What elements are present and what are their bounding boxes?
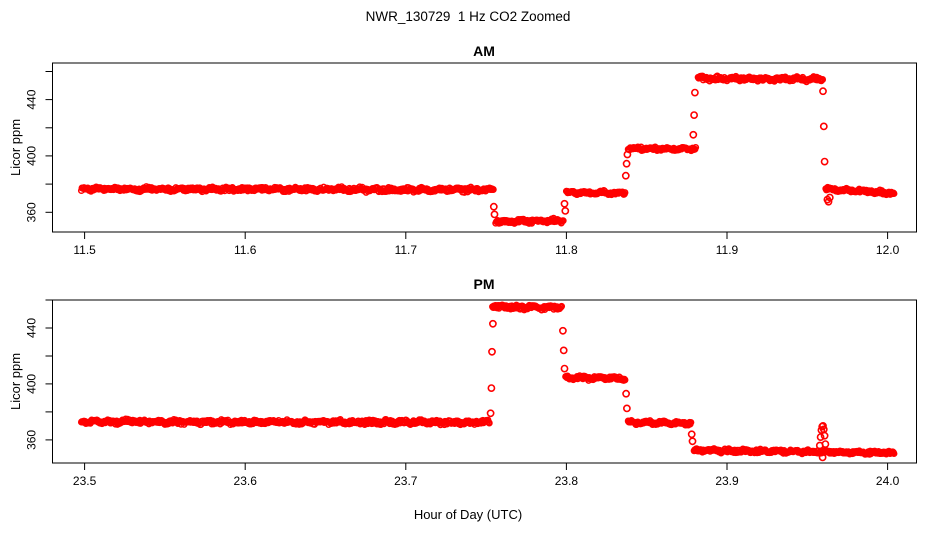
transition-point [559,346,568,355]
series-points [77,301,898,458]
transition-point [820,431,829,440]
transition-points [486,319,830,462]
pm-y-axis-label: Licor ppm [8,353,23,410]
transition-point [559,326,567,335]
transition-point [560,364,569,373]
transition-point [688,437,697,446]
y-tick-label: 360 [25,430,39,450]
x-axis-label: Hour of Day (UTC) [414,507,522,522]
transition-point [819,122,828,131]
am-y-axis-label: Licor ppm [8,119,23,176]
y-tick-label: 440 [25,89,39,109]
transition-point [687,430,696,439]
transition-point [490,210,499,219]
y-tick-label: 400 [25,146,39,166]
transition-point [623,150,632,159]
transition-point [821,440,830,448]
transition-point [486,409,495,418]
transition-point [622,159,631,168]
transition-point [824,197,833,206]
plot-box [52,62,917,233]
transition-points [489,87,834,219]
transition-point [621,171,630,180]
transition-point [689,130,698,139]
transition-point [690,111,698,119]
y-tick-label: 360 [25,202,39,222]
am-panel: 11.5 11.6 11.7 11.8 11.9 12.0 360 400 440 [25,62,917,257]
transition-point [623,404,631,413]
y-tick-label: 440 [25,318,39,338]
x-tick-label: 23.6 [234,474,258,488]
transition-point [487,384,496,392]
pm-panel-title: PM [474,276,495,292]
x-tick-label: 11.8 [555,243,578,257]
transition-point [818,453,827,462]
x-tick-label: 11.5 [73,243,96,257]
plot-box [52,299,917,464]
x-tick-label: 23.5 [73,474,97,488]
transition-point [561,206,570,215]
transition-point [489,202,498,211]
figure-title: NWR_130729 1 Hz CO2 Zoomed [366,9,571,24]
x-tick-label: 23.7 [394,474,418,488]
transition-point [691,88,699,97]
transition-point [622,389,630,398]
x-tick-label: 12.0 [876,243,900,257]
transition-point [488,347,496,356]
transition-point [560,199,569,208]
transition-point [819,87,827,96]
series-points [77,72,898,227]
x-tick-label: 23.8 [555,474,579,488]
transition-point [488,319,497,328]
x-tick-label: 11.9 [716,243,739,257]
x-tick-label: 11.7 [395,243,418,257]
transition-point [816,433,825,441]
pm-panel: 23.5 23.6 23.7 23.8 23.9 24.0 360 400 440 [25,299,917,488]
x-tick-label: 24.0 [876,474,900,488]
transition-point [819,421,827,430]
am-panel-title: AM [473,43,495,59]
x-tick-label: 11.6 [234,243,257,257]
y-tick-label: 400 [25,374,39,394]
x-tick-label: 23.9 [715,474,739,488]
transition-point [820,157,829,166]
transition-point [825,193,834,202]
